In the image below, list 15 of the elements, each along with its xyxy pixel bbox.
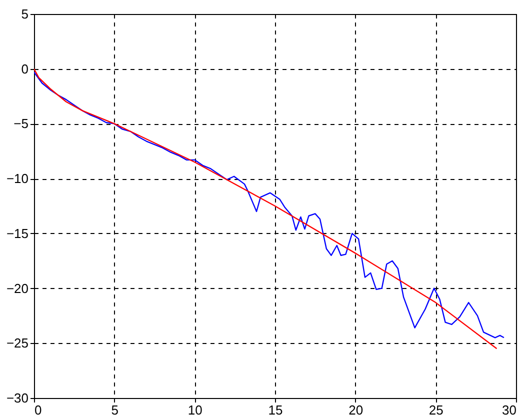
- x-tick-label: 25: [428, 402, 444, 415]
- y-tick-label: −20: [6, 280, 28, 296]
- y-tick-label: −10: [6, 171, 28, 186]
- x-tick-label: 20: [348, 402, 364, 415]
- x-tick-label: 30: [502, 402, 516, 415]
- x-tick-label: 15: [268, 402, 283, 415]
- x-tick-label: 5: [111, 402, 118, 415]
- x-tick-label: 10: [188, 402, 202, 415]
- y-tick-label: −5: [14, 116, 28, 132]
- y-tick-label: −30: [6, 390, 28, 406]
- y-tick-label: −15: [6, 226, 28, 241]
- y-tick-label: 5: [21, 6, 28, 22]
- y-tick-label: −25: [6, 336, 28, 351]
- y-tick-label: 0: [21, 61, 28, 76]
- x-tick-label: 0: [34, 402, 42, 415]
